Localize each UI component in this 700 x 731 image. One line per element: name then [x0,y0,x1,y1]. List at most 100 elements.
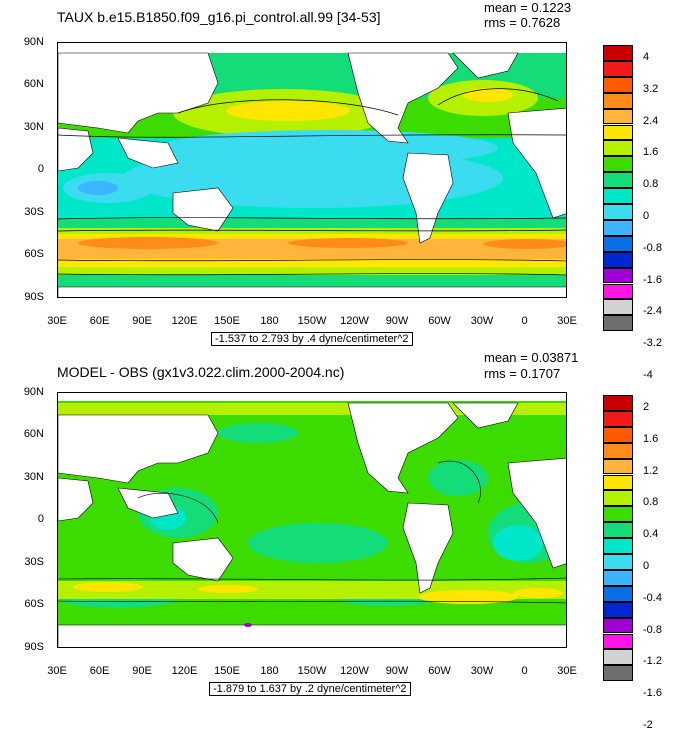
y-tick-label: 0 [37,513,44,525]
colorbar-swatch [603,410,633,427]
colorbar-label: -2 [643,718,653,731]
y-tick-label: 30S [24,206,44,218]
x-tick-label: 60W [428,315,451,327]
y-tick-label: 90S [24,291,44,303]
colorbar-swatch [603,124,633,141]
mean-value: mean = 0.1223 [484,0,572,15]
colorbar-swatch [603,219,633,236]
colorbar-swatch [603,156,633,173]
colorbar-swatch [603,506,633,523]
colorbar-label: 0.8 [643,496,659,509]
panel-title: TAUX b.e15.B1850.f09_g16.pi_control.all.… [57,9,381,25]
x-tick-label: 30E [557,315,577,327]
colorbar-swatch [603,251,633,268]
colorbar-swatch [603,235,633,252]
colorbar-label: 1.6 [643,146,659,159]
map-field [58,393,566,647]
colorbar-swatch [603,45,633,61]
contour-range-label: -1.879 to 1.637 by .2 dyne/centimeter^2 [209,682,411,696]
x-tick-label: 150W [297,665,327,677]
colorbar-label: 0.4 [643,528,659,541]
colorbar-label: 4 [643,50,650,63]
x-tick-label: 180 [260,315,279,327]
colorbar-swatch [603,108,633,125]
x-tick-label: 30W [470,665,494,677]
map-plot [57,392,567,648]
x-tick-label: 150W [297,315,327,327]
x-tick-label: 90W [385,665,409,677]
colorbar-label: 2 [643,400,650,413]
map-plot [57,42,567,298]
x-tick-label: 120E [171,315,198,327]
colorbar-label: -0.4 [643,591,662,604]
x-tick-label: 180 [260,665,279,677]
x-tick-label: 0 [521,315,528,327]
colorbar-swatch [603,315,633,332]
y-tick-label: 30N [23,121,44,133]
colorbar-swatch [603,60,633,77]
colorbar-label: 2.4 [643,114,659,127]
y-tick-label: 0 [37,163,44,175]
x-tick-label: 30E [557,665,577,677]
colorbar-swatch [603,140,633,157]
x-tick-label: 90E [132,315,152,327]
colorbar-label: -4 [643,368,653,381]
x-tick-label: 30W [470,315,494,327]
x-tick-label: 0 [521,665,528,677]
y-tick-label: 60S [24,598,44,610]
y-tick-label: 60N [23,78,44,90]
colorbar-swatch [603,204,633,220]
colorbar: 4 3.2 2.4 1.6 0.8 0 -0.8 -1.6 -2.4 -3.2 -4 [603,45,693,381]
rms-value: rms = 0.1707 [484,366,561,381]
colorbar-swatch [603,490,633,507]
panel-title: MODEL - OBS (gx1v3.022.clim.2000-2004.nc… [57,364,345,380]
colorbar-swatch [603,442,633,459]
x-tick-label: 60E [89,665,110,677]
colorbar-swatch [603,458,633,475]
x-tick-label: 90E [132,665,152,677]
y-tick-label: 90S [24,641,44,653]
colorbar-swatch [603,267,633,284]
colorbar-swatch [603,188,633,204]
colorbar-swatch [603,649,633,666]
colorbar-label: -1.2 [643,655,662,668]
x-tick-label: 120W [340,315,369,327]
colorbar-swatch [603,76,633,93]
colorbar-swatch [603,299,633,316]
colorbar-label: 3.2 [643,82,659,95]
x-tick-label: 150E [214,315,240,327]
colorbar-swatch [603,601,633,618]
x-tick-label: 30E [47,315,67,327]
colorbar-label: 1.2 [643,464,659,477]
y-tick-label: 90N [23,36,44,48]
colorbar-swatch [603,569,633,586]
colorbar-swatch [603,283,633,300]
y-tick-label: 30S [24,556,44,568]
colorbar-label: 0.8 [643,178,659,191]
contour-range-label: -1.537 to 2.793 by .4 dyne/centimeter^2 [211,332,413,346]
colorbar-swatch [603,665,633,682]
map-field [58,43,566,297]
y-tick-label: 90N [23,386,44,398]
colorbar-swatch [603,474,633,491]
colorbar-swatch [603,395,633,411]
colorbar-swatch [603,172,633,189]
rms-value: rms = 0.7628 [484,15,561,30]
x-tick-label: 150E [214,665,240,677]
colorbar-swatch [603,426,633,443]
x-tick-label: 60E [89,315,110,327]
y-tick-label: 60S [24,248,44,260]
colorbar-swatch [603,585,633,602]
x-tick-label: 120W [340,665,369,677]
colorbar-label: 0 [643,209,650,222]
y-tick-label: 60N [23,428,44,440]
y-tick-label: 30N [23,471,44,483]
mean-value: mean = 0.03871 [484,350,579,365]
colorbar-swatch [603,92,633,109]
colorbar-label: -2.4 [643,305,662,318]
colorbar: 2 1.6 1.2 0.8 0.4 0 -0.4 -0.8 -1.2 -1.6 -2 [603,395,693,731]
colorbar-label: 1.6 [643,432,659,445]
colorbar-swatch [603,633,633,650]
x-tick-label: 90W [385,315,409,327]
colorbar-swatch [603,538,633,554]
